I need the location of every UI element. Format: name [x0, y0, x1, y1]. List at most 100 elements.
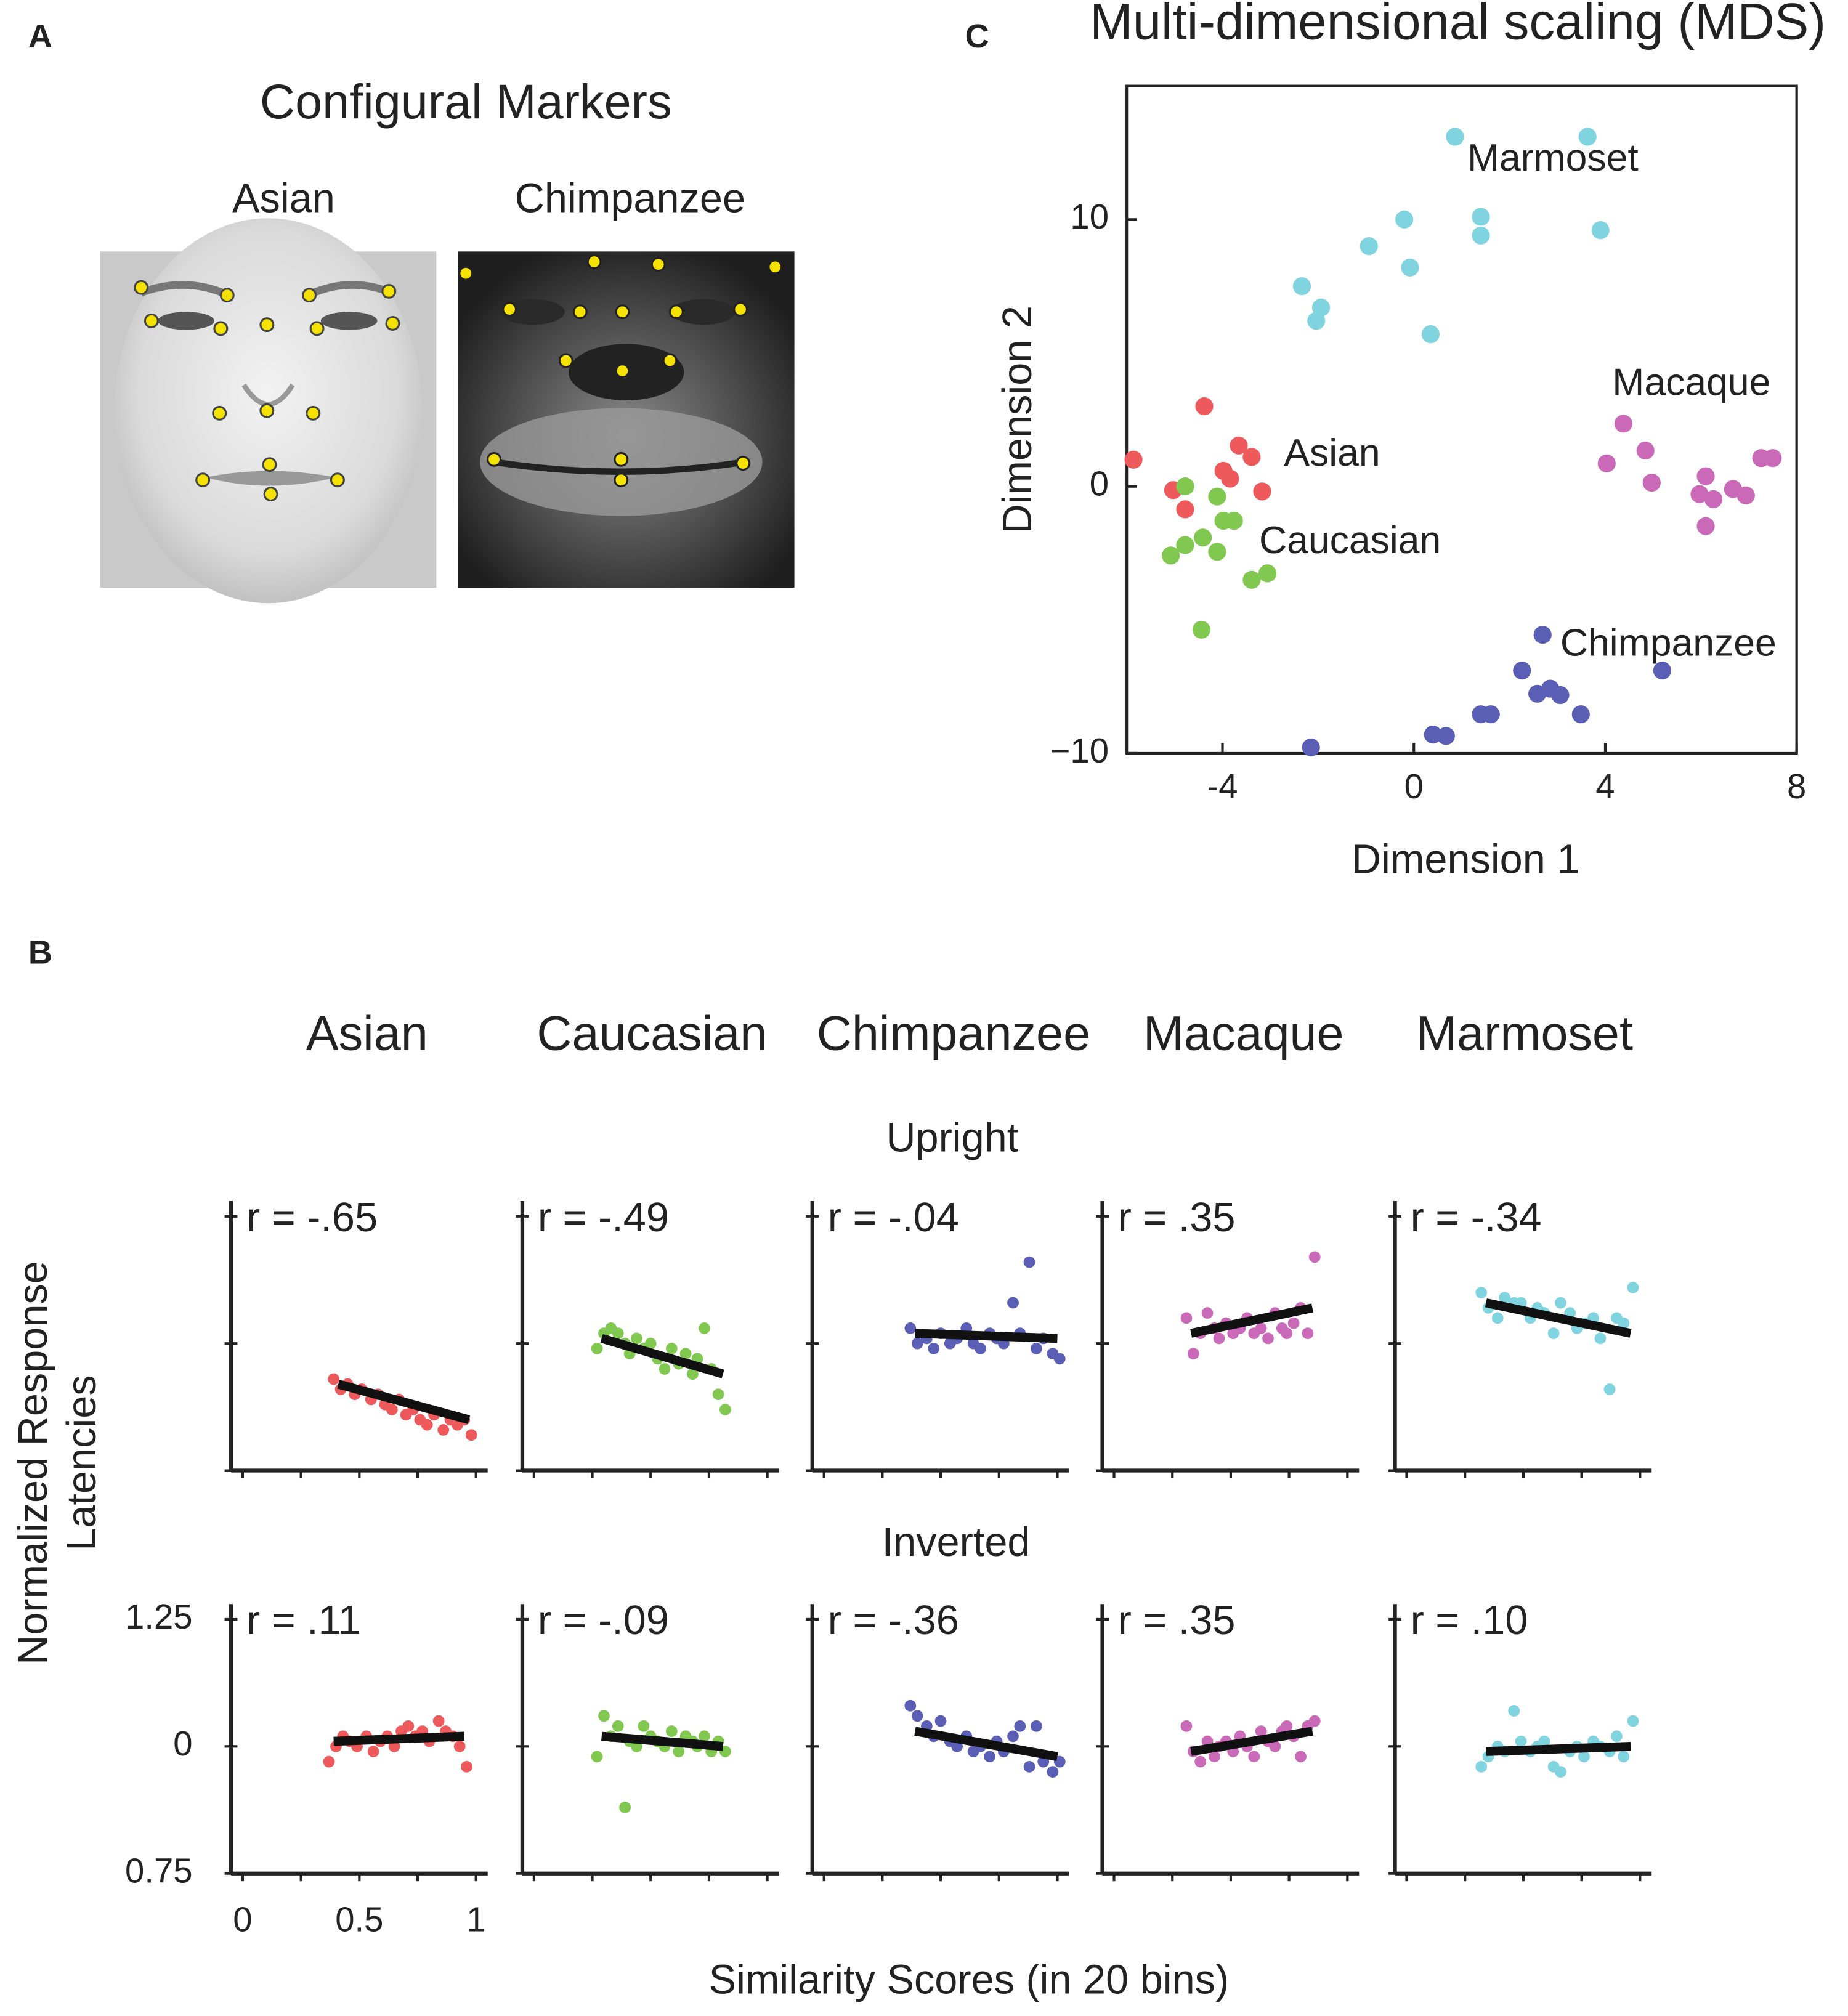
trend-line	[1190, 1303, 1313, 1338]
data-point	[1475, 1760, 1488, 1773]
data-point	[1618, 1317, 1630, 1329]
data-point	[1696, 517, 1715, 535]
data-point	[1603, 1383, 1616, 1395]
y-tick-label: 0.75	[125, 1852, 192, 1890]
data-point	[1690, 485, 1709, 503]
data-point	[591, 1751, 603, 1763]
data-point	[1437, 727, 1455, 745]
data-point	[1611, 1730, 1623, 1743]
data-point	[1007, 1730, 1019, 1743]
data-point	[1538, 1735, 1550, 1747]
data-point	[1360, 237, 1378, 256]
correlation-label: r = .11	[246, 1598, 361, 1643]
correlation-label: r = -.49	[538, 1195, 669, 1241]
data-point	[687, 1368, 699, 1380]
data-point	[1696, 467, 1715, 485]
data-point	[591, 1343, 603, 1354]
data-point	[619, 1802, 631, 1813]
data-point	[659, 1363, 671, 1375]
data-point	[402, 1720, 415, 1732]
data-point	[1053, 1353, 1066, 1365]
data-point	[1642, 473, 1661, 492]
correlation-label: r = -.65	[246, 1195, 378, 1241]
correlation-label: r = -.34	[1411, 1195, 1542, 1241]
row-title: Upright	[886, 1115, 1018, 1161]
trend-line	[915, 1329, 1058, 1343]
data-point	[1528, 684, 1547, 703]
data-point	[1194, 1755, 1207, 1768]
data-point	[1192, 620, 1210, 639]
data-point	[1225, 511, 1243, 530]
data-point	[1578, 128, 1597, 146]
data-point	[612, 1720, 624, 1732]
data-point	[1491, 1312, 1504, 1324]
data-point	[1571, 705, 1590, 724]
data-point	[1255, 1322, 1267, 1334]
data-point	[1194, 528, 1212, 547]
trend-line	[600, 1334, 724, 1378]
data-point	[1508, 1705, 1520, 1717]
data-point	[665, 1725, 678, 1737]
data-point	[1308, 1715, 1321, 1727]
column-title: Marmoset	[1416, 1005, 1633, 1060]
data-point	[679, 1348, 692, 1360]
y-tick-label: 0	[173, 1724, 192, 1763]
image-caption: Chimpanzee	[515, 176, 745, 222]
data-point	[644, 1337, 657, 1350]
data-point	[1401, 258, 1419, 277]
trend-line	[914, 1727, 1058, 1762]
data-point	[461, 1760, 472, 1773]
data-point	[1614, 415, 1633, 433]
data-point	[1242, 448, 1261, 466]
chart-title: Multi-dimensional scaling (MDS)	[1090, 0, 1826, 51]
data-point	[1208, 543, 1226, 561]
correlation-label: r = -.09	[538, 1598, 669, 1643]
data-point	[1421, 325, 1440, 344]
correlation-label: r = .35	[1118, 1195, 1236, 1241]
panel-label: A	[28, 18, 52, 55]
data-point	[904, 1699, 917, 1712]
row-title: Inverted	[882, 1520, 1031, 1565]
data-point	[911, 1337, 923, 1350]
data-point	[1221, 469, 1239, 488]
column-title: Asian	[306, 1005, 428, 1060]
trend-line	[1485, 1298, 1632, 1338]
correlation-label: r = .10	[1411, 1598, 1528, 1643]
data-point	[1302, 738, 1320, 757]
data-point	[1551, 686, 1570, 705]
data-point	[638, 1720, 650, 1732]
data-point	[665, 1343, 678, 1354]
data-point	[1176, 477, 1194, 496]
column-title: Macaque	[1143, 1005, 1344, 1060]
data-point	[719, 1404, 731, 1415]
data-point	[386, 1404, 398, 1415]
cluster-label: Asian	[1284, 431, 1380, 474]
data-point	[904, 1322, 917, 1334]
data-point	[934, 1715, 947, 1727]
data-point	[453, 1740, 466, 1752]
trend-line	[333, 1731, 465, 1746]
data-point	[367, 1746, 379, 1757]
x-tick-label: 1	[466, 1900, 485, 1939]
data-point	[1636, 441, 1655, 460]
data-point	[1591, 221, 1610, 240]
cluster-label: Macaque	[1612, 361, 1770, 404]
data-point	[465, 1429, 477, 1441]
data-point	[1187, 1348, 1199, 1360]
data-point	[1262, 1332, 1274, 1345]
data-point	[1472, 226, 1490, 245]
y-tick-label: 1.25	[125, 1597, 192, 1636]
data-point	[1201, 1307, 1214, 1319]
panel-title: Configural Markers	[260, 74, 672, 129]
data-point	[323, 1755, 335, 1768]
data-point	[1499, 1292, 1510, 1304]
data-point	[1180, 1720, 1193, 1732]
data-point	[1481, 705, 1500, 724]
data-point	[328, 1373, 340, 1385]
x-tick-label: 4	[1595, 767, 1615, 806]
data-point	[1248, 1751, 1260, 1763]
data-point	[1031, 1720, 1042, 1732]
data-point	[1513, 662, 1531, 680]
